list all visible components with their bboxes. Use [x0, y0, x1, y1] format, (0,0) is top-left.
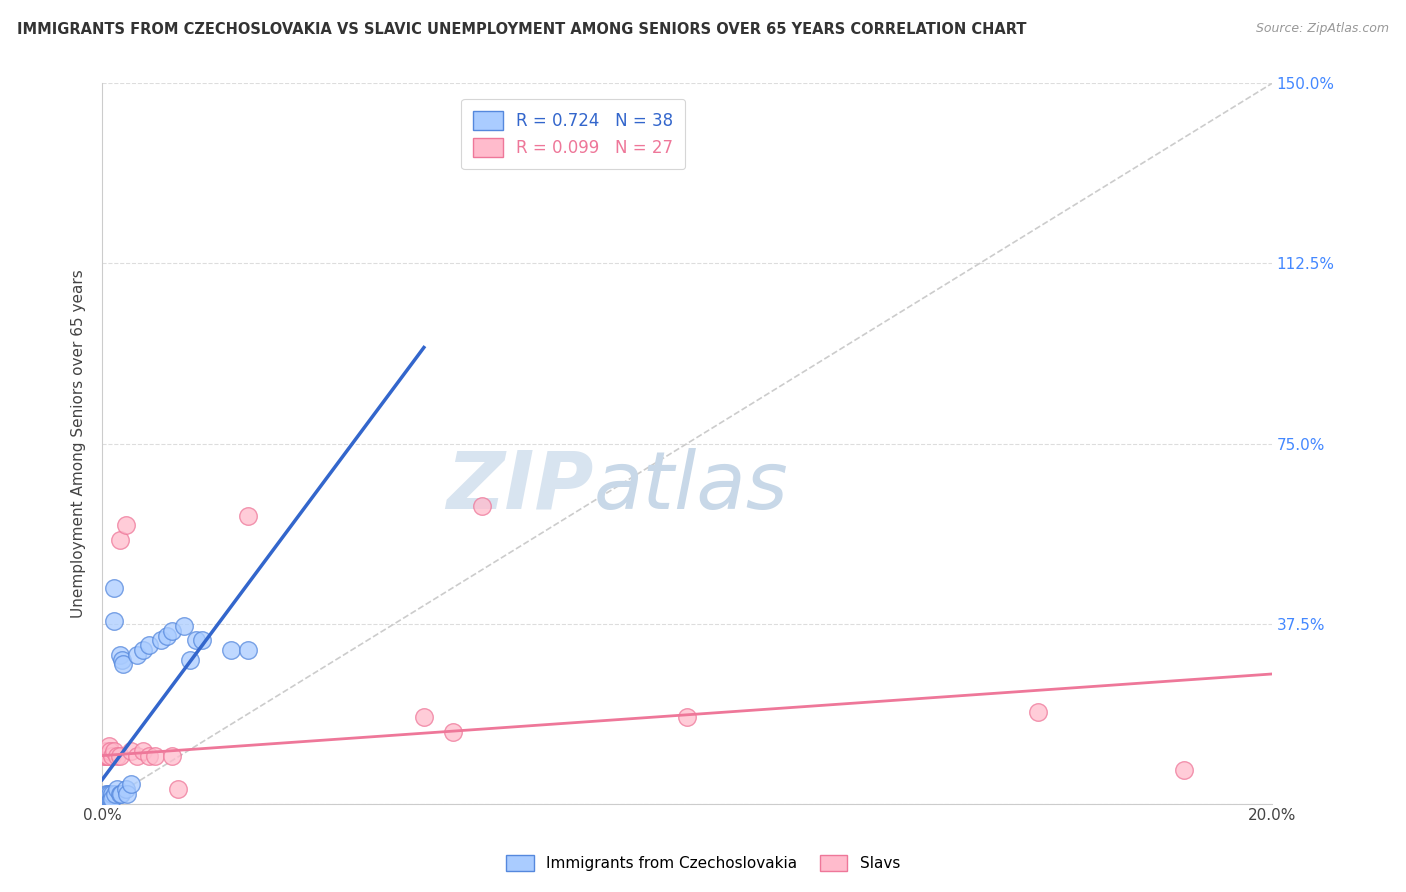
Point: [105, 748, 128, 763]
Point: [162, 624, 184, 638]
Text: ZIP: ZIP: [446, 448, 593, 525]
Legend: Immigrants from Czechoslovakia, Slavs: Immigrants from Czechoslovakia, Slavs: [501, 849, 905, 877]
Point: [97, 787, 120, 801]
Point: [120, 744, 142, 758]
Point: [155, 629, 177, 643]
Text: Source: ZipAtlas.com: Source: ZipAtlas.com: [1256, 22, 1389, 36]
Point: [127, 748, 149, 763]
Point: [167, 782, 190, 797]
Point: [238, 643, 260, 657]
Point: [100, 748, 122, 763]
Point: [105, 782, 128, 797]
Point: [100, 744, 122, 758]
Point: [94, 748, 117, 763]
Point: [98, 792, 121, 806]
Point: [108, 748, 131, 763]
Point: [143, 748, 166, 763]
Point: [94, 744, 117, 758]
Point: [93, 748, 115, 763]
Point: [132, 744, 155, 758]
Point: [101, 792, 124, 806]
Point: [108, 787, 131, 801]
Point: [103, 581, 125, 595]
Point: [100, 792, 122, 806]
Point: [97, 748, 120, 763]
Point: [103, 614, 125, 628]
Point: [97, 792, 120, 806]
Point: [100, 787, 122, 801]
Point: [108, 648, 131, 662]
Point: [96, 787, 118, 801]
Text: IMMIGRANTS FROM CZECHOSLOVAKIA VS SLAVIC UNEMPLOYMENT AMONG SENIORS OVER 65 YEAR: IMMIGRANTS FROM CZECHOSLOVAKIA VS SLAVIC…: [17, 22, 1026, 37]
Point: [412, 710, 434, 724]
Point: [108, 533, 131, 547]
Point: [98, 739, 121, 753]
Point: [96, 792, 118, 806]
Point: [104, 787, 127, 801]
Point: [676, 710, 699, 724]
Point: [110, 652, 132, 666]
Point: [1173, 763, 1195, 777]
Point: [238, 508, 260, 523]
Point: [114, 518, 136, 533]
Point: [179, 652, 201, 666]
Point: [120, 777, 142, 791]
Point: [111, 657, 134, 672]
Point: [184, 633, 207, 648]
Legend: R = 0.724   N = 38, R = 0.099   N = 27: R = 0.724 N = 38, R = 0.099 N = 27: [461, 99, 685, 169]
Point: [138, 638, 160, 652]
Point: [138, 748, 160, 763]
Text: atlas: atlas: [593, 448, 789, 525]
Point: [98, 792, 121, 806]
Point: [173, 619, 195, 633]
Point: [114, 782, 136, 797]
Point: [219, 643, 242, 657]
Point: [127, 648, 149, 662]
Point: [93, 792, 115, 806]
Point: [110, 787, 132, 801]
Point: [94, 792, 117, 806]
Point: [103, 744, 125, 758]
Point: [190, 633, 212, 648]
Y-axis label: Unemployment Among Seniors over 65 years: Unemployment Among Seniors over 65 years: [72, 269, 86, 618]
Point: [115, 787, 138, 801]
Point: [96, 792, 118, 806]
Point: [441, 724, 464, 739]
Point: [94, 792, 117, 806]
Point: [162, 748, 184, 763]
Point: [471, 499, 494, 513]
Point: [1026, 706, 1049, 720]
Point: [96, 748, 118, 763]
Point: [132, 643, 155, 657]
Point: [100, 787, 122, 801]
Point: [149, 633, 172, 648]
